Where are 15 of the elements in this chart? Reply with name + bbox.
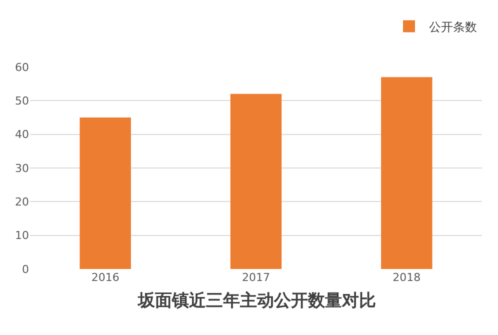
y-tick-label: 20 <box>15 196 29 209</box>
legend-label: 公开条数 <box>429 20 477 34</box>
y-tick-label: 50 <box>15 94 29 108</box>
y-tick-label: 60 <box>15 60 29 74</box>
bar <box>230 94 282 269</box>
x-tick-label: 2017 <box>242 271 270 284</box>
bar <box>381 77 432 269</box>
y-tick-label: 30 <box>15 162 29 175</box>
bar <box>80 118 131 269</box>
x-tick-label: 2018 <box>392 271 421 284</box>
y-tick-label: 10 <box>15 229 29 242</box>
x-tick-label: 2016 <box>91 271 120 284</box>
y-tick-label: 40 <box>15 128 29 142</box>
y-tick-label: 0 <box>22 262 29 276</box>
text: 坂面镇近三年主动公开数量对比 <box>137 291 376 311</box>
